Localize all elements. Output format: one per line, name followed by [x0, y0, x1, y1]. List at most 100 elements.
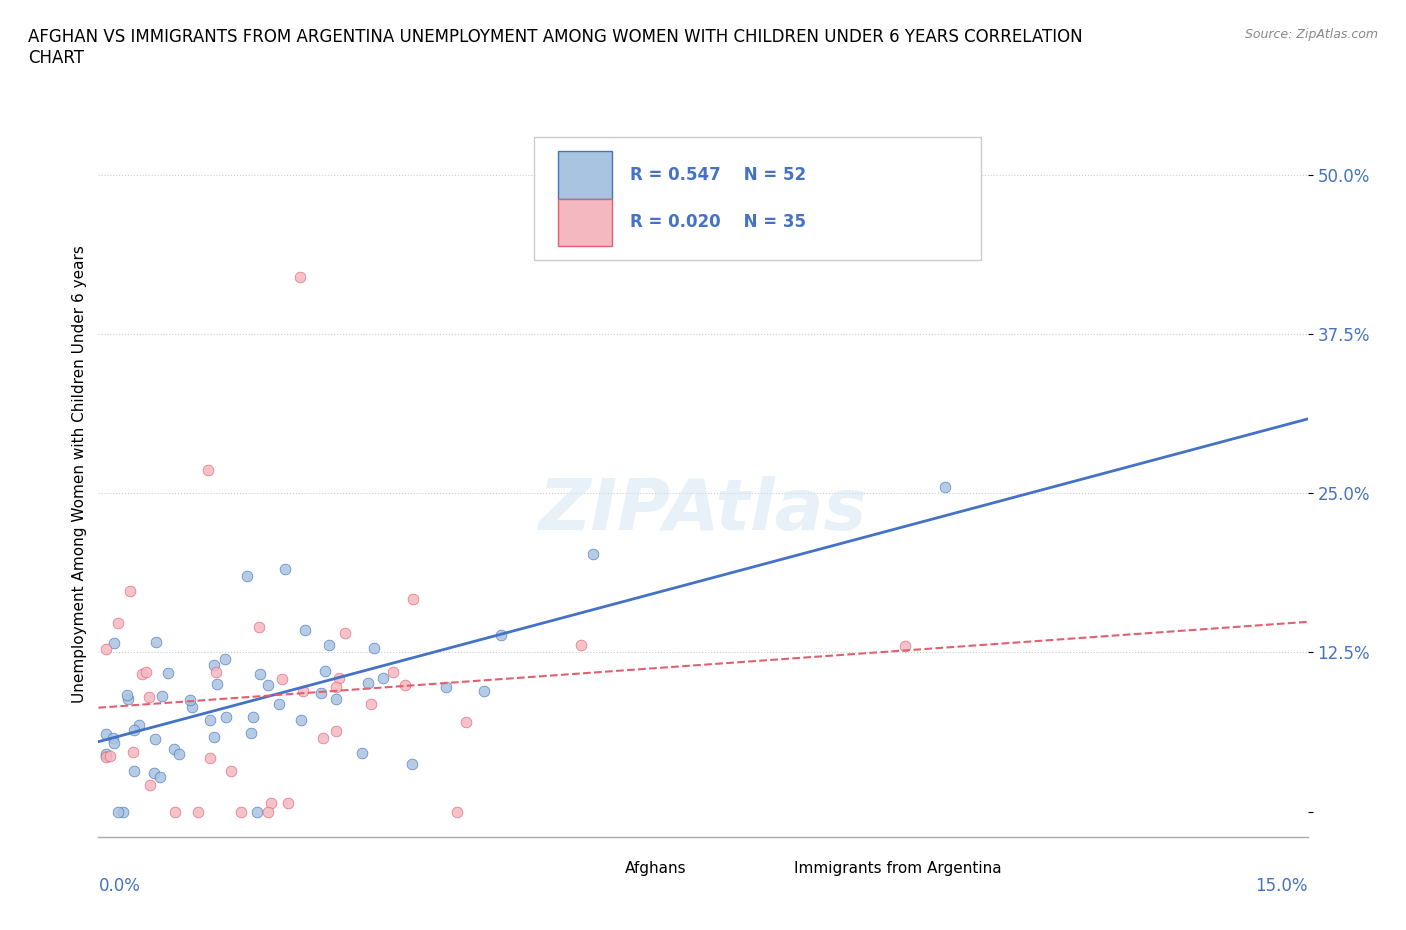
Point — [103, 635, 125, 650]
Point — [205, 665, 228, 680]
Point — [235, 569, 257, 584]
Point — [122, 723, 145, 737]
Point — [103, 730, 125, 745]
Bar — [558, 850, 613, 888]
Text: R = 0.547    N = 52: R = 0.547 N = 52 — [630, 166, 807, 184]
Point — [401, 756, 423, 771]
Point — [231, 804, 253, 819]
Point — [472, 684, 495, 698]
Point — [117, 688, 139, 703]
Point — [333, 626, 356, 641]
Point — [98, 749, 121, 764]
Point — [291, 684, 314, 698]
Point — [294, 622, 316, 637]
Point — [122, 744, 145, 759]
Point — [893, 639, 915, 654]
Point — [181, 700, 204, 715]
Point — [197, 462, 219, 477]
Point — [165, 804, 187, 819]
Text: Immigrants from Argentina: Immigrants from Argentina — [794, 861, 1001, 876]
Point — [96, 642, 118, 657]
Point — [274, 561, 297, 576]
Point — [150, 688, 173, 703]
Bar — [558, 199, 613, 246]
Point — [402, 591, 425, 606]
Point — [446, 804, 468, 819]
Point — [325, 691, 347, 706]
Point — [360, 697, 382, 711]
Point — [107, 616, 129, 631]
Point — [198, 751, 221, 765]
Point — [157, 665, 180, 680]
Point — [167, 747, 190, 762]
Point — [582, 546, 605, 561]
Point — [221, 764, 243, 778]
Point — [249, 666, 271, 681]
Point — [257, 677, 280, 692]
Point — [242, 710, 264, 724]
Point — [187, 804, 209, 819]
Point — [328, 671, 350, 685]
Point — [198, 713, 221, 728]
Point — [112, 804, 135, 819]
Point — [122, 764, 145, 778]
Point — [246, 804, 269, 819]
Point — [352, 746, 374, 761]
Point — [260, 795, 283, 810]
Point — [117, 692, 139, 707]
Text: AFGHAN VS IMMIGRANTS FROM ARGENTINA UNEMPLOYMENT AMONG WOMEN WITH CHILDREN UNDER: AFGHAN VS IMMIGRANTS FROM ARGENTINA UNEM… — [28, 28, 1083, 67]
Point — [120, 584, 142, 599]
Point — [143, 765, 166, 780]
Point — [202, 730, 225, 745]
Point — [103, 736, 125, 751]
Point — [270, 671, 292, 686]
Point — [163, 742, 186, 757]
Point — [454, 714, 477, 729]
Point — [382, 665, 405, 680]
Point — [314, 664, 336, 679]
Point — [96, 749, 118, 764]
Text: 0.0%: 0.0% — [98, 877, 141, 895]
Y-axis label: Unemployment Among Women with Children Under 6 years: Unemployment Among Women with Children U… — [72, 246, 87, 703]
Point — [357, 676, 380, 691]
Point — [290, 712, 312, 727]
Point — [215, 710, 238, 724]
Text: Afghans: Afghans — [624, 861, 686, 876]
Point — [325, 679, 347, 694]
Point — [269, 697, 291, 711]
Text: ZIPAtlas: ZIPAtlas — [538, 476, 868, 545]
Point — [363, 641, 385, 656]
Point — [128, 718, 150, 733]
Point — [143, 732, 166, 747]
Point — [247, 619, 270, 634]
Point — [107, 804, 129, 819]
Point — [318, 638, 340, 653]
Bar — [558, 152, 613, 199]
Point — [131, 667, 153, 682]
Point — [489, 628, 512, 643]
Point — [96, 726, 118, 741]
Point — [325, 724, 347, 738]
Point — [288, 270, 311, 285]
Point — [309, 685, 332, 700]
Point — [214, 651, 236, 666]
Point — [138, 689, 160, 704]
Point — [96, 747, 118, 762]
Text: Source: ZipAtlas.com: Source: ZipAtlas.com — [1244, 28, 1378, 41]
FancyBboxPatch shape — [534, 137, 981, 260]
Point — [240, 725, 263, 740]
Point — [312, 731, 335, 746]
Point — [394, 678, 416, 693]
Point — [96, 749, 118, 764]
Text: 15.0%: 15.0% — [1256, 877, 1308, 895]
Bar — [727, 850, 782, 888]
Point — [135, 664, 157, 679]
Point — [145, 635, 167, 650]
Text: R = 0.020    N = 35: R = 0.020 N = 35 — [630, 213, 807, 232]
Point — [207, 676, 229, 691]
Point — [149, 769, 172, 784]
Point — [277, 796, 299, 811]
Point — [257, 804, 280, 819]
Point — [434, 680, 457, 695]
Point — [179, 693, 201, 708]
